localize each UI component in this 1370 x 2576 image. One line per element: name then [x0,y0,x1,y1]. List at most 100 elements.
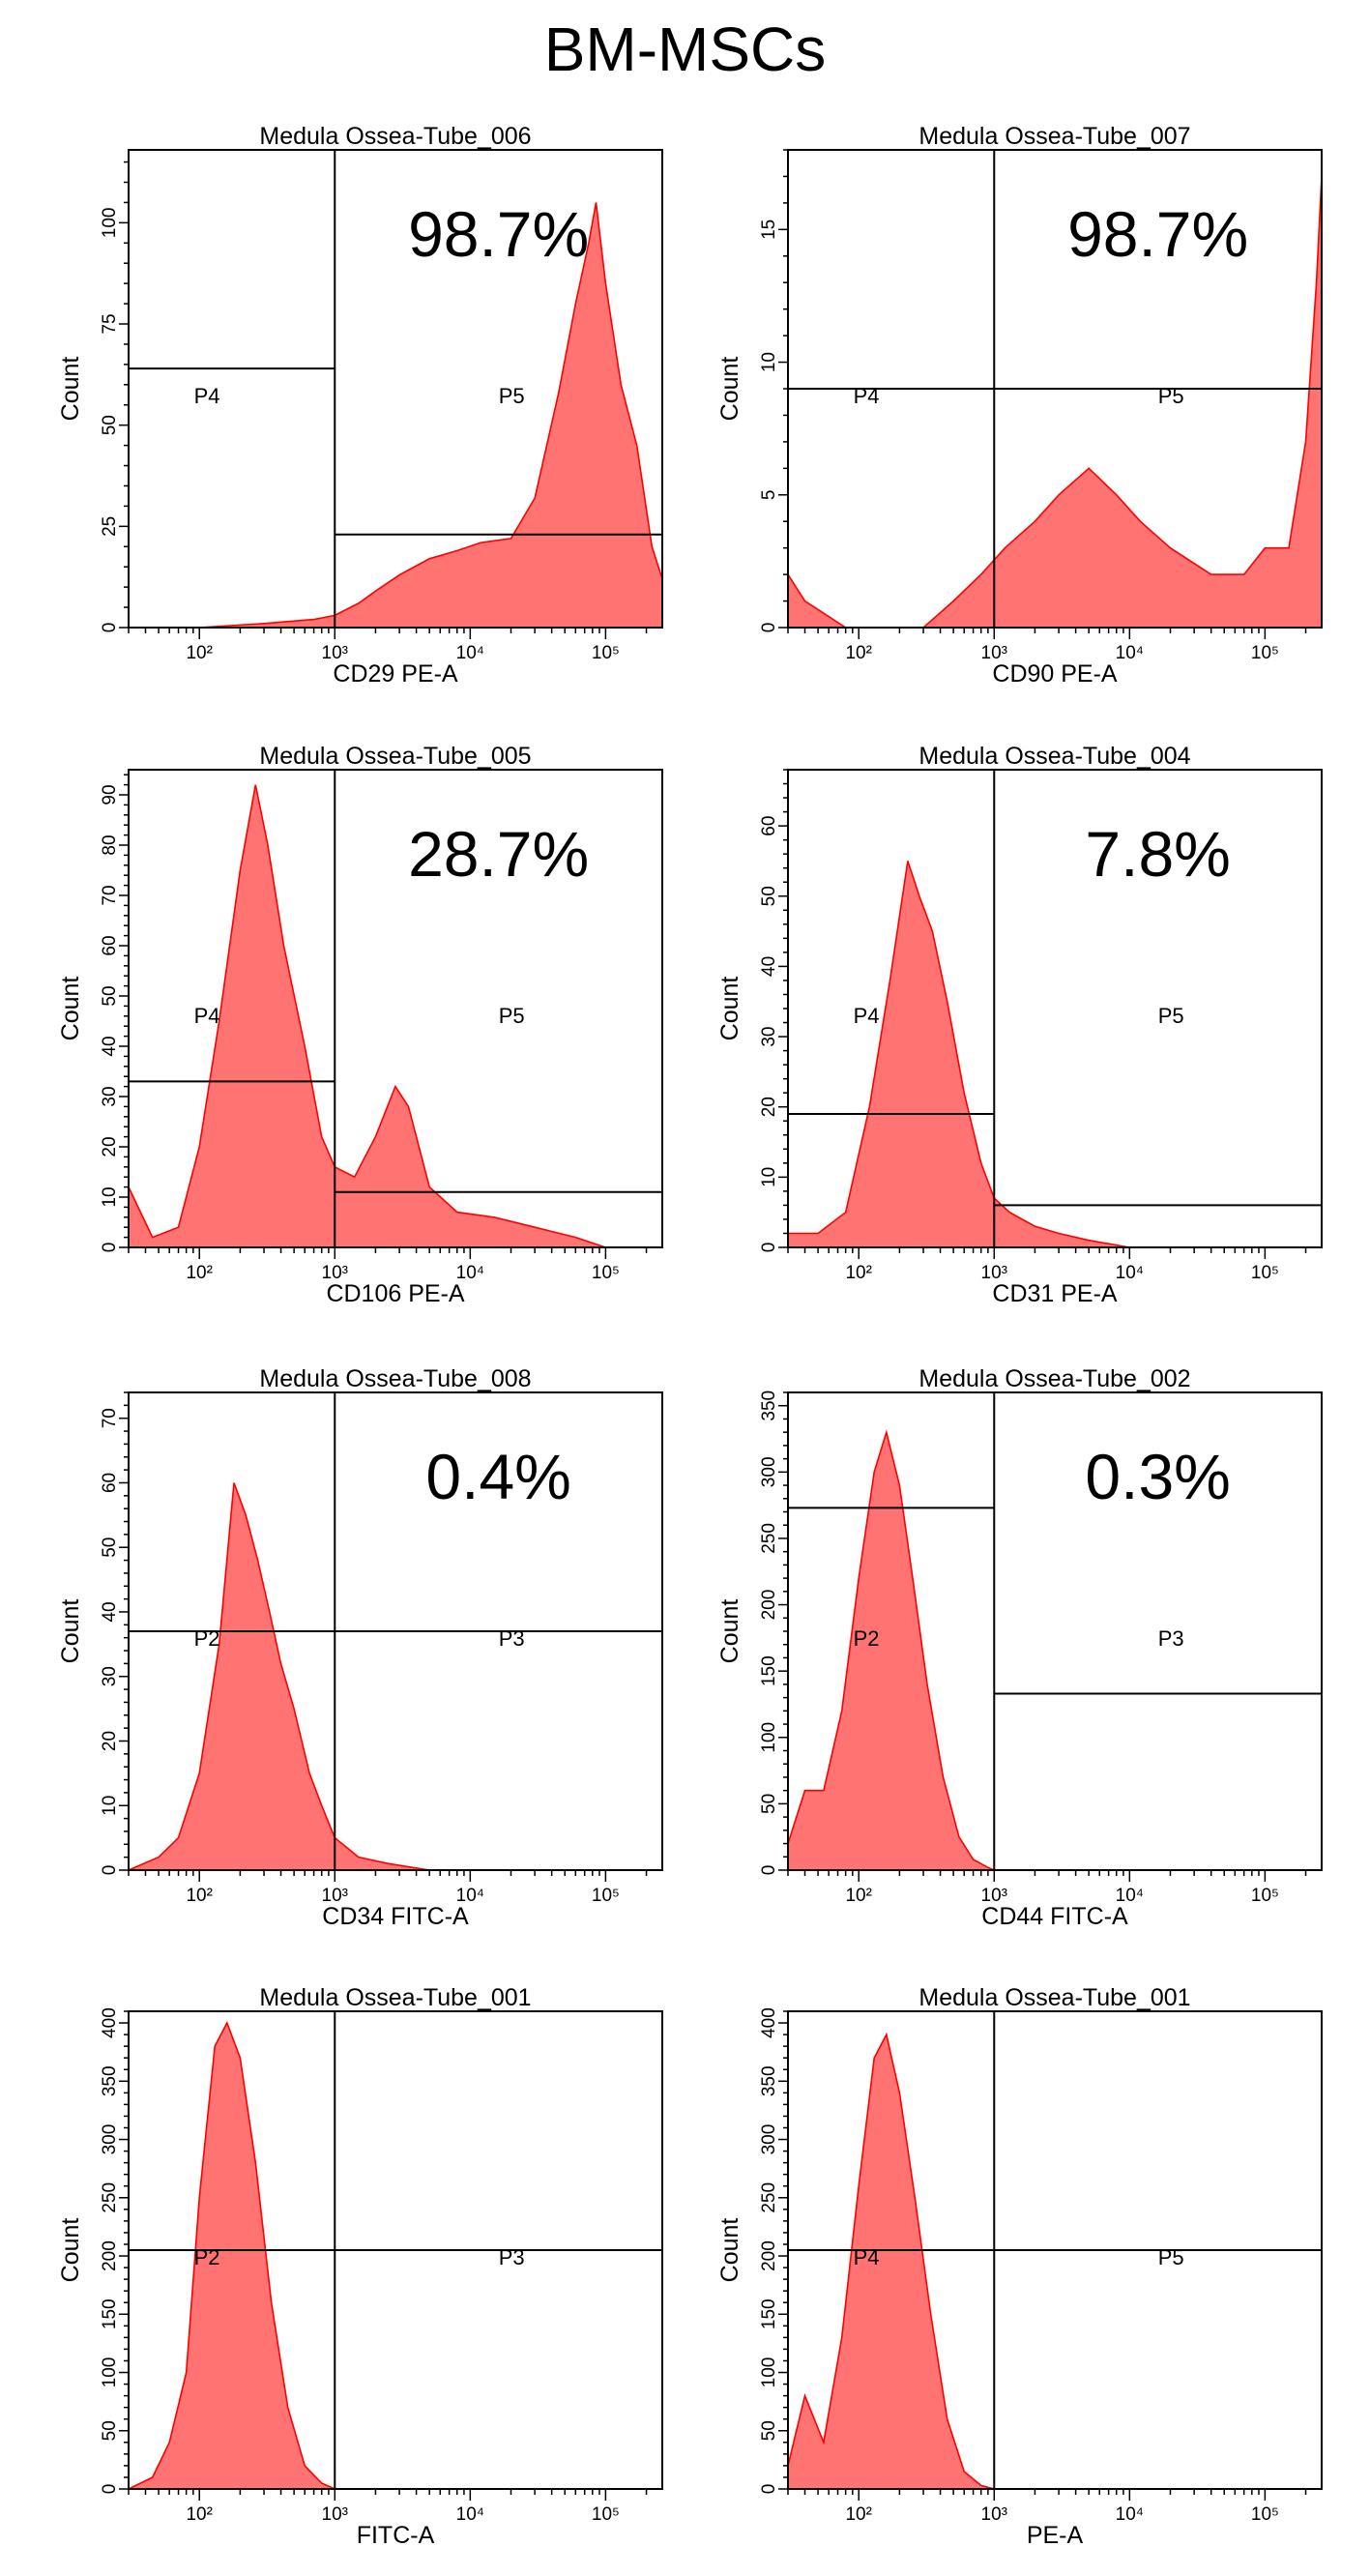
x-tick-label: 10⁴ [456,1886,484,1906]
plot-frame [128,149,663,629]
panel-title: Medula Ossea-Tube_005 [259,743,531,770]
y-tick-label: 0 [759,2484,779,2495]
histogram-area [199,202,663,629]
y-tick-label: 100 [759,1722,779,1753]
y-tick-label: 60 [100,1473,120,1493]
y-axis-label: Count [57,2218,84,2283]
x-tick-label: 10³ [981,1263,1007,1283]
histogram-panel-2: Medula Ossea-Tube_007 P4 P5 98.7% 10² 10³ 10⁴ 1… [716,123,1323,688]
y-tick-label: 75 [100,313,120,334]
histogram-area [128,2021,662,2490]
x-tick-label: 10² [845,2504,871,2525]
y-axis-label: Count [716,1599,743,1664]
gate-label-left: P4 [854,1004,880,1028]
y-tick-label: 100 [100,2357,120,2388]
y-tick-label: 50 [100,1537,120,1558]
y-tick-label: 30 [100,1666,120,1686]
y-tick-label: 0 [100,1865,120,1876]
x-tick-label: 10³ [322,1886,348,1906]
y-tick-label: 400 [759,2007,779,2038]
y-tick-label: 250 [759,1523,779,1554]
y-tick-label: 30 [100,1086,120,1106]
panel-title: Medula Ossea-Tube_007 [918,123,1190,150]
y-tick-label: 200 [759,1590,779,1621]
x-tick-label: 10⁵ [1251,643,1279,663]
x-tick-label: 10³ [981,2504,1007,2525]
percent-annotation: 98.7% [408,198,589,270]
y-tick-label: 300 [759,1456,779,1487]
y-tick-label: 40 [100,1036,120,1056]
histogram-area [787,861,1322,1248]
gate-label-right: P5 [1158,384,1184,408]
gate-label-right: P5 [1158,2245,1184,2269]
y-tick-label: 40 [759,956,779,977]
percent-annotation: 0.4% [425,1441,570,1512]
x-tick-label: 10² [186,2504,212,2525]
y-tick-label: 250 [100,2182,120,2213]
gate-label-left: P2 [194,2245,220,2269]
x-tick-label: 10³ [981,1886,1007,1906]
percent-annotation: 28.7% [408,818,589,890]
y-tick-label: 350 [100,2065,120,2096]
x-tick-label: 10² [845,1263,871,1283]
x-tick-label: 10⁵ [592,2504,620,2525]
y-tick-label: 300 [759,2124,779,2155]
gate-label-right: P5 [499,1004,525,1028]
histogram-panel-7: Medula Ossea-Tube_001 P2 P3 10² 10³ 10⁴ 10⁵ FIT… [57,1984,663,2549]
y-tick-label: 50 [100,415,120,435]
y-tick-label: 50 [100,985,120,1006]
y-tick-label: 0 [100,1243,120,1253]
y-tick-label: 0 [100,2484,120,2495]
gate-label-right: P3 [1158,1626,1184,1651]
y-tick-label: 20 [100,1136,120,1156]
y-tick-label: 300 [100,2124,120,2155]
y-axis-label: Count [716,977,743,1041]
y-tick-label: 350 [759,2065,779,2096]
y-tick-label: 40 [100,1601,120,1622]
y-tick-label: 10 [100,1186,120,1207]
x-tick-label: 10⁴ [1116,2504,1144,2525]
y-tick-label: 0 [100,623,120,633]
x-axis-label: CD106 PE-A [326,1280,464,1307]
x-tick-label: 10⁵ [1251,1886,1279,1906]
y-tick-label: 10 [100,1796,120,1816]
y-tick-label: 0 [759,1865,779,1876]
gate-label-left: P4 [854,2245,880,2269]
y-axis-label: Count [57,977,84,1041]
x-axis-label: CD90 PE-A [992,660,1118,688]
y-tick-label: 50 [100,2420,120,2441]
x-tick-label: 10⁴ [1116,643,1144,663]
y-tick-label: 60 [100,935,120,955]
panel-title: Medula Ossea-Tube_006 [259,123,531,150]
gate-label-right: P3 [499,2245,525,2269]
y-tick-label: 20 [100,1731,120,1751]
gate-label-left: P2 [194,1626,220,1651]
panel-title: Medula Ossea-Tube_008 [259,1365,531,1392]
y-tick-label: 20 [759,1097,779,1117]
y-tick-label: 150 [100,2298,120,2329]
gate-label-right: P5 [1158,1004,1184,1028]
y-tick-label: 80 [100,834,120,855]
panel-title: Medula Ossea-Tube_004 [918,743,1190,770]
x-tick-label: 10³ [981,643,1007,663]
x-tick-label: 10⁵ [592,643,620,663]
y-axis-label: Count [57,357,84,422]
x-tick-label: 10⁴ [1116,1886,1144,1906]
percent-annotation: 0.3% [1085,1441,1230,1512]
panel-title: Medula Ossea-Tube_001 [259,1984,531,2011]
gate-label-left: P4 [854,384,880,408]
y-axis-label: Count [716,2218,743,2283]
percent-annotation: 7.8% [1085,818,1230,890]
y-tick-label: 0 [759,1243,779,1253]
gate-label-left: P2 [854,1626,880,1651]
y-tick-label: 70 [100,885,120,905]
x-tick-label: 10² [186,1263,212,1283]
percent-annotation: 98.7% [1067,198,1248,270]
y-tick-label: 10 [759,352,779,372]
panel-title: Medula Ossea-Tube_002 [918,1365,1190,1392]
y-tick-label: 200 [100,2240,120,2271]
y-tick-label: 400 [100,2007,120,2038]
x-tick-label: 10³ [322,2504,348,2525]
panel-title: Medula Ossea-Tube_001 [918,1984,1190,2011]
